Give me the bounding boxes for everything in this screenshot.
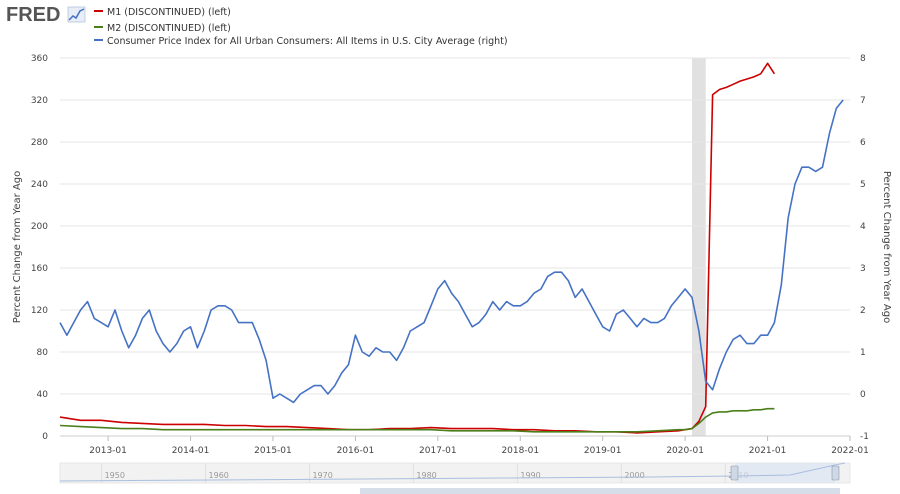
series xyxy=(59,62,844,434)
x-tick-label: 2017-01 xyxy=(419,446,457,456)
y-right-tick-label: 5 xyxy=(860,180,866,190)
navigator-tick-label: 1970 xyxy=(312,471,332,480)
y-left-tick-label: 240 xyxy=(31,180,48,190)
y-left-tick-label: 320 xyxy=(31,96,48,106)
series-line-m1[interactable] xyxy=(59,62,776,434)
y-right-tick-label: 3 xyxy=(860,264,866,274)
y-right-tick-label: 1 xyxy=(860,348,866,358)
y-right-tick-label: 7 xyxy=(860,96,866,106)
x-tick-label: 2021-01 xyxy=(749,446,787,456)
y-right-tick-label: 0 xyxy=(860,390,866,400)
legend-label-m1: M1 (DISCONTINUED) (left) xyxy=(107,7,231,18)
y-left-tick-label: 40 xyxy=(37,390,49,400)
navigator-track xyxy=(59,462,851,484)
y-left-tick-label: 280 xyxy=(31,138,48,148)
x-tick-label: 2014-01 xyxy=(172,446,210,456)
y-right-tick-label: -1 xyxy=(860,432,869,442)
series-line-m2[interactable] xyxy=(59,407,775,433)
y-left-tick-label: 360 xyxy=(31,54,48,64)
legend-item-m2[interactable]: M2 (DISCONTINUED) (left) xyxy=(94,23,231,34)
y-right-tick-label: 6 xyxy=(860,138,866,148)
x-tick-label: 2019-01 xyxy=(584,446,622,456)
navigator-tick-label: 1950 xyxy=(105,471,125,480)
navigator-handle-left[interactable] xyxy=(730,465,739,481)
recession-band xyxy=(692,58,706,436)
navigator-series xyxy=(59,462,846,482)
x-axis-ticks: 2013-01 2014-01 2015-01 2016-01 2017-01 2018-… xyxy=(60,435,869,456)
x-tick-label: 2020-01 xyxy=(666,446,704,456)
y-left-tick-label: 200 xyxy=(31,222,48,232)
plot-area xyxy=(60,58,850,436)
navigator-tick-label: 2000 xyxy=(624,471,644,480)
y-axis-left-title: Percent Change from Year Ago xyxy=(12,171,23,323)
y-left-tick-label: 160 xyxy=(31,264,48,274)
navigator-scrollbar[interactable] xyxy=(360,488,840,494)
navigator-tick-label: 1960 xyxy=(209,471,229,480)
x-tick-label: 2013-01 xyxy=(89,446,127,456)
navigator-handle-right[interactable] xyxy=(831,465,840,481)
y-left-tick-label: 80 xyxy=(37,348,49,358)
grid xyxy=(60,57,850,437)
legend-item-cpi[interactable]: Consumer Price Index for All Urban Consu… xyxy=(94,36,508,47)
y-right-tick-label: 2 xyxy=(860,306,866,316)
legend-item-m1[interactable]: M1 (DISCONTINUED) (left) xyxy=(94,7,231,18)
y-right-tick-label: 8 xyxy=(860,54,866,64)
legend-label-cpi: Consumer Price Index for All Urban Consu… xyxy=(107,36,508,47)
legend-label-m2: M2 (DISCONTINUED) (left) xyxy=(107,23,231,34)
x-tick-label: 2016-01 xyxy=(337,446,375,456)
y-axis-right-ticks: -1 0 1 2 3 4 5 6 7 8 xyxy=(860,54,869,442)
navigator-tick-label: 1980 xyxy=(416,471,436,480)
trend-line-icon xyxy=(67,6,86,23)
y-left-tick-label: 120 xyxy=(31,306,48,316)
y-axis-right-title: Percent Change from Year Ago xyxy=(881,171,892,323)
x-tick-label: 2015-01 xyxy=(254,446,292,456)
x-tick-label: 2022-01 xyxy=(831,446,869,456)
fred-logo[interactable]: FRED xyxy=(6,4,86,26)
legend: M1 (DISCONTINUED) (left) M2 (DISCONTINUE… xyxy=(94,7,508,47)
navigator-tick-label: 1990 xyxy=(520,471,540,480)
logo-text: FRED xyxy=(6,4,60,26)
recession-shading xyxy=(692,58,706,436)
range-navigator[interactable]: 1950196019701980199020002010 xyxy=(59,462,851,494)
navigator-selection[interactable] xyxy=(735,463,835,483)
y-left-tick-label: 0 xyxy=(42,432,48,442)
y-axis-left-ticks: 0 40 80 120 160 200 240 280 320 360 xyxy=(31,54,48,442)
y-right-tick-label: 4 xyxy=(860,222,866,232)
series-line-cpi[interactable] xyxy=(59,99,844,404)
x-tick-label: 2018-01 xyxy=(501,446,539,456)
